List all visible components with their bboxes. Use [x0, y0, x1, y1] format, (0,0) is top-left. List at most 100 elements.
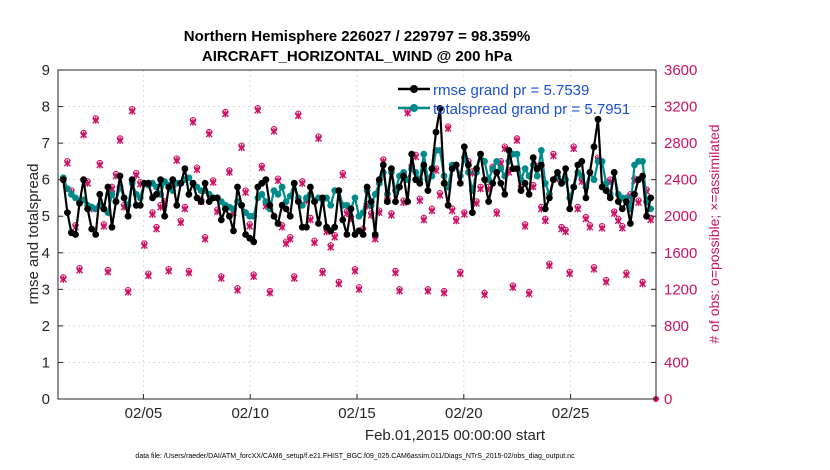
obs-assimilated-marker [566, 270, 574, 278]
obs-assimilated-marker [76, 266, 84, 274]
obs-assimilated-marker [181, 205, 189, 213]
obs-assimilated-marker [391, 269, 399, 277]
obs-assimilated-marker [639, 280, 647, 288]
obs-assimilated-marker [404, 109, 412, 117]
y2-tick-label: 800 [664, 318, 689, 335]
rmse-point [88, 225, 96, 233]
rmse-point [537, 161, 545, 169]
rmse-point [282, 205, 290, 213]
obs-assimilated-marker [513, 136, 521, 144]
y2-tick-label: 0 [664, 391, 672, 408]
obs-assimilated-marker [420, 216, 428, 224]
obs-assimilated-marker [177, 219, 185, 227]
y-tick-label: 9 [42, 62, 50, 79]
rmse-point [541, 205, 549, 213]
rmse-point [363, 183, 371, 191]
spread-point [108, 190, 116, 198]
rmse-point [234, 183, 241, 191]
spread-point [513, 150, 521, 158]
rmse-point [286, 212, 294, 220]
spread-point [420, 150, 428, 158]
rmse-point [529, 154, 537, 162]
obs-assimilated-marker [221, 110, 229, 118]
legend: rmse grand pr = 5.7539 totalspread grand… [398, 82, 630, 118]
rmse-point [379, 161, 387, 169]
rmse-point [627, 220, 634, 227]
y2-tick-label: 1600 [664, 245, 697, 262]
x-tick-label: 02/15 [338, 405, 376, 422]
obs-assimilated-marker [545, 262, 553, 270]
rmse-point [618, 205, 626, 213]
obs-assimilated-marker [173, 156, 181, 164]
rmse-point [392, 198, 399, 206]
rmse-point [181, 165, 189, 173]
rmse-point [303, 223, 310, 231]
spread-point [327, 201, 335, 209]
spread-point [639, 158, 646, 165]
rmse-point [217, 216, 225, 224]
rmse-point [250, 238, 258, 246]
y-tick-label: 4 [42, 245, 50, 262]
rmse-point [64, 209, 71, 217]
rmse-point [311, 198, 318, 206]
obs-assimilated-marker [525, 290, 533, 298]
rmse-point [335, 187, 343, 195]
rmse-point [262, 176, 270, 184]
rmse-point [201, 179, 209, 187]
rmse-point [440, 179, 448, 187]
obs-assimilated-marker [355, 285, 363, 293]
y2-tick-label: 2000 [664, 208, 697, 225]
obs-assimilated-marker [590, 265, 598, 273]
rmse-point [594, 115, 602, 123]
obs-assimilated-marker [250, 273, 258, 281]
obs-assimilated-marker [290, 274, 298, 282]
rmse-point [165, 183, 173, 191]
rmse-point [375, 176, 383, 184]
obs-assimilated-marker [521, 222, 529, 230]
y2-axis-label: # of obs: o=possible; ×=assimilated [706, 124, 722, 343]
rmse-point [72, 231, 79, 238]
rmse-point [226, 212, 233, 220]
rmse-point [124, 212, 132, 220]
obs-assimilated-marker [428, 207, 436, 215]
rmse-point [586, 169, 594, 176]
obs-assimilated-marker [586, 223, 594, 231]
rmse-point [136, 201, 144, 209]
rmse-point [550, 176, 557, 184]
rmse-point [400, 172, 407, 180]
rmse-point [339, 216, 347, 224]
rmse-point [590, 143, 598, 151]
obs-assimilated-marker [424, 287, 432, 295]
chart-subtitle: AIRCRAFT_HORIZONTAL_WIND @ 200 hPa [202, 48, 513, 65]
rmse-point [367, 198, 375, 206]
rmse-point [331, 223, 339, 231]
rmse-point [436, 105, 444, 112]
spread-point [493, 158, 501, 165]
y2-tick-label: 3200 [664, 99, 697, 116]
x-axis-ticks: 02/05 02/10 02/15 02/20 02/25 [125, 394, 589, 422]
rmse-series [59, 105, 655, 246]
obs-assimilated-marker [327, 243, 335, 251]
rmse-point [465, 161, 472, 169]
rmse-point [473, 165, 480, 173]
obs-assimilated-marker [128, 107, 136, 115]
rmse-point [408, 150, 416, 158]
rmse-point [420, 161, 428, 169]
obs-assimilated-marker [63, 159, 71, 167]
rmse-point [517, 187, 525, 195]
spread-point [351, 194, 359, 202]
obs-assimilated-marker [189, 118, 197, 126]
rmse-point [623, 198, 630, 206]
rmse-point [501, 190, 509, 198]
obs-assimilated-marker [238, 144, 246, 152]
obs-assimilated-marker [92, 116, 100, 124]
rmse-point [120, 194, 128, 202]
rmse-point [460, 143, 468, 151]
rmse-point [428, 165, 436, 173]
rmse-point [562, 165, 569, 173]
rmse-point [469, 209, 476, 217]
y-tick-label: 1 [42, 354, 50, 371]
y-tick-label: 2 [42, 318, 50, 335]
spread-point [371, 190, 379, 198]
obs-assimilated-marker [217, 274, 225, 282]
